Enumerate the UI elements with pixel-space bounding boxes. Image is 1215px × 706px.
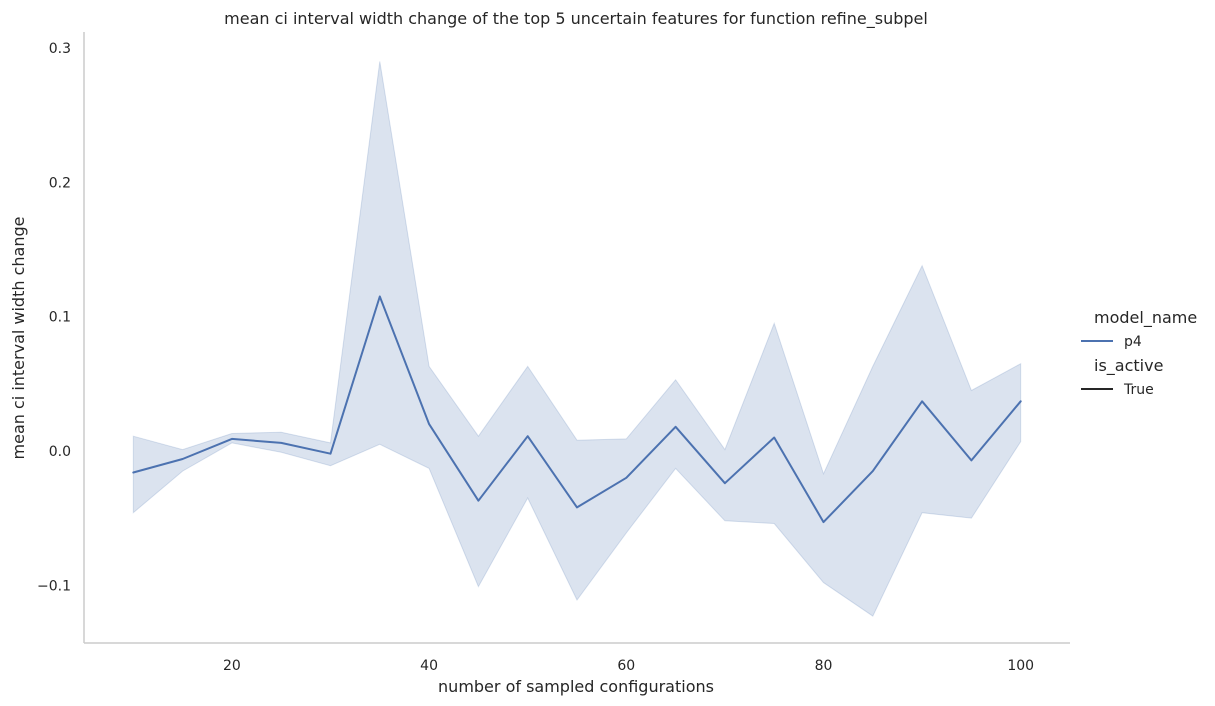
data-point-p4-70: [722, 480, 728, 486]
confidence-band-p4: [132, 61, 1022, 617]
data-point-p4-35: [377, 294, 383, 300]
data-point-p4-15: [180, 456, 186, 462]
legend-entry-true: True: [1123, 382, 1154, 398]
y-tick-label: 0.1: [49, 310, 71, 326]
y-tick-label: 0.0: [49, 444, 71, 460]
x-axis-ticks: 20 40 60 80 100: [223, 658, 1034, 674]
data-point-p4-60: [623, 475, 629, 481]
data-point-p4-80: [821, 519, 827, 525]
data-point-p4-100: [1018, 398, 1024, 404]
x-tick-label: 60: [617, 658, 635, 674]
series-lines: [130, 294, 1024, 525]
data-point-p4-40: [426, 421, 432, 427]
y-axis-label: mean ci interval width change: [9, 217, 28, 460]
chart-title: mean ci interval width change of the top…: [224, 9, 928, 29]
legend-hue-title: model_name: [1094, 308, 1197, 328]
y-axis-ticks: −0.1 0.0 0.1 0.2 0.3: [37, 41, 71, 594]
x-axis-label: number of sampled configurations: [438, 677, 714, 696]
x-tick-label: 40: [420, 658, 438, 674]
data-point-p4-90: [919, 398, 925, 404]
data-point-p4-50: [525, 433, 531, 439]
data-point-p4-85: [870, 468, 876, 474]
x-tick-label: 20: [223, 658, 241, 674]
legend: model_name p4 is_active True: [1081, 308, 1197, 398]
data-point-p4-95: [968, 457, 974, 463]
data-point-p4-25: [278, 440, 284, 446]
plot-area: [130, 61, 1024, 617]
data-point-p4-45: [475, 498, 481, 504]
x-tick-label: 80: [815, 658, 833, 674]
data-point-p4-10: [130, 470, 136, 476]
y-tick-label: 0.3: [49, 41, 71, 57]
legend-entry-p4: p4: [1124, 334, 1142, 350]
legend-style-title: is_active: [1094, 356, 1163, 376]
data-point-p4-75: [771, 435, 777, 441]
data-point-p4-55: [574, 504, 580, 510]
data-point-p4-65: [673, 424, 679, 430]
y-tick-label: 0.2: [49, 175, 71, 191]
data-point-p4-30: [328, 451, 334, 457]
y-tick-label: −0.1: [37, 578, 71, 594]
series-line-p4: [132, 295, 1022, 524]
confidence-bands: [132, 61, 1022, 617]
x-tick-label: 100: [1007, 658, 1034, 674]
data-point-p4-20: [229, 436, 235, 442]
